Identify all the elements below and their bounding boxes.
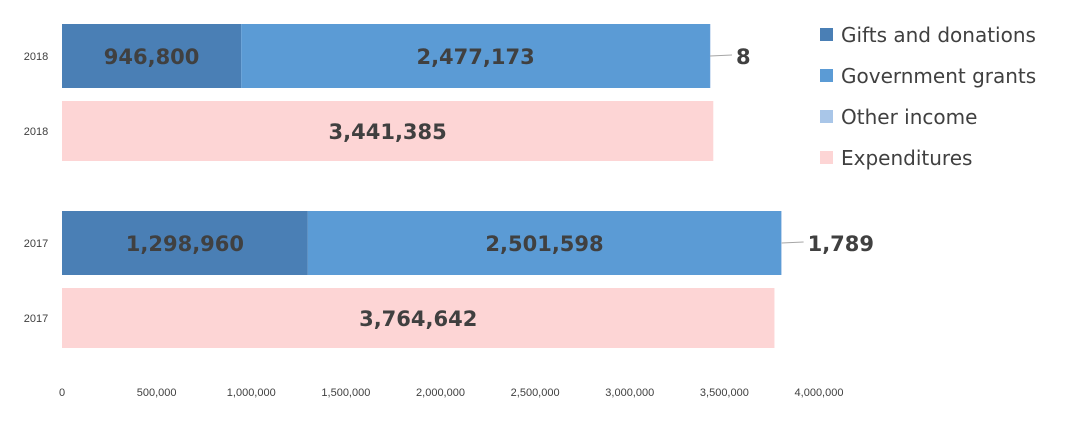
bar-segment [307, 211, 782, 275]
data-label: 8 [736, 45, 751, 69]
bar-segment [241, 24, 710, 88]
x-tick-label: 1,500,000 [321, 387, 370, 399]
y-tick-label: 2018 [24, 51, 48, 63]
leader-line [709, 54, 733, 57]
bar-segment [781, 211, 782, 275]
legend-label: Gifts and donations [841, 22, 1036, 47]
y-tick-label: 2017 [24, 238, 48, 250]
x-tick-label: 4,000,000 [795, 387, 844, 399]
x-tick-label: 500,000 [137, 387, 177, 399]
legend-swatch [820, 110, 833, 123]
data-label: 2,501,598 [485, 232, 603, 256]
leader-line [781, 241, 804, 244]
legend-swatch [820, 151, 833, 164]
legend-swatch [820, 69, 833, 82]
legend-item: Expenditures [820, 137, 1036, 178]
x-tick-label: 2,000,000 [416, 387, 465, 399]
chart-legend: Gifts and donations Government grants Othe… [820, 14, 1036, 178]
x-tick-label: 3,000,000 [605, 387, 654, 399]
data-label: 1,789 [808, 232, 874, 256]
bar-segment [62, 211, 308, 275]
data-label: 2,477,173 [416, 45, 534, 69]
x-tick-label: 2,500,000 [511, 387, 560, 399]
x-tick-label: 0 [59, 387, 65, 399]
legend-label: Expenditures [841, 145, 973, 170]
y-tick-label: 2017 [24, 313, 48, 325]
data-label: 3,764,642 [359, 307, 477, 331]
bar-segment [62, 101, 714, 161]
legend-swatch [820, 28, 833, 41]
legend-item: Government grants [820, 55, 1036, 96]
x-tick-label: 3,500,000 [700, 387, 749, 399]
data-label: 946,800 [104, 45, 200, 69]
x-tick-label: 1,000,000 [227, 387, 276, 399]
legend-item: Gifts and donations [820, 14, 1036, 55]
data-label: 1,298,960 [126, 232, 244, 256]
bar-segment [62, 24, 242, 88]
legend-item: Other income [820, 96, 1036, 137]
legend-label: Government grants [841, 63, 1037, 88]
legend-label: Other income [841, 104, 978, 129]
y-tick-label: 2018 [24, 126, 48, 138]
bar-segment [62, 288, 775, 348]
data-label: 3,441,385 [329, 120, 447, 144]
